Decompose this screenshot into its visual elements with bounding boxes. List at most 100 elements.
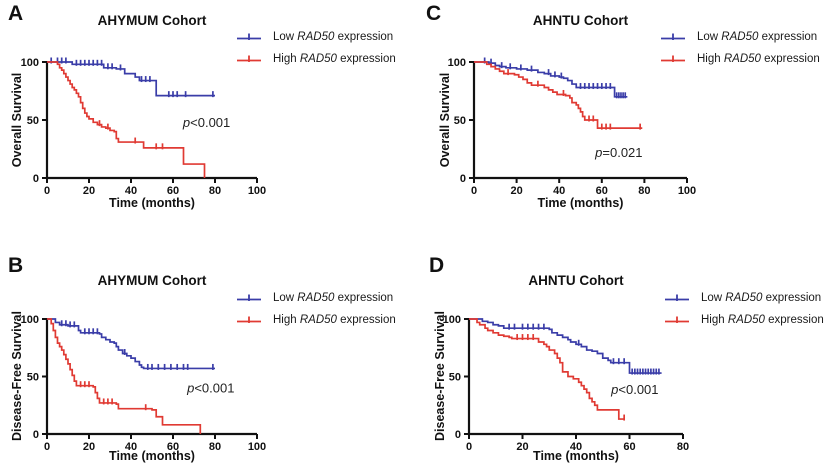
y-tick-label: 100 [21, 57, 39, 69]
x-tick-label: 80 [209, 441, 221, 453]
y-tick-label: 100 [21, 314, 39, 326]
x-tick-label: 100 [248, 185, 266, 197]
x-tick-label: 20 [516, 441, 528, 453]
legend-b: Low RAD50 expression High RAD50 expressi… [236, 287, 396, 331]
legend-item-high: High RAD50 expression [236, 48, 396, 70]
legend-d: Low RAD50 expression High RAD50 expressi… [664, 287, 824, 331]
km-plot-a: 0 20 40 60 80 100 0 50 100 p<0.001 [21, 57, 267, 197]
x-axis-label-c: Time (months) [537, 196, 624, 210]
y-tick-label: 50 [454, 115, 466, 127]
survival-curve [47, 318, 202, 434]
survival-curve [47, 318, 215, 370]
legend-item-high: High RAD50 expression [664, 309, 824, 331]
y-axis-label-d: Disease-Free Survival [433, 311, 447, 441]
p-value-label: p=0.021 [594, 145, 642, 160]
y-tick-label: 100 [443, 314, 461, 326]
x-tick-label: 0 [44, 185, 50, 197]
y-tick-label: 50 [27, 372, 39, 384]
panel-letter-c: C [426, 2, 442, 25]
panel-d: D AHNTU Cohort Low RAD50 expression High… [412, 237, 824, 475]
x-tick-label: 100 [248, 441, 266, 453]
legend-item-low: Low RAD50 expression [236, 287, 396, 309]
p-value-label: p<0.001 [610, 382, 658, 397]
survival-curve [47, 61, 215, 97]
x-tick-label: 60 [167, 185, 179, 197]
legend-item-low: Low RAD50 expression [660, 26, 820, 48]
legend-a: Low RAD50 expression High RAD50 expressi… [236, 26, 396, 70]
panel-a: A AHYMUM Cohort Low RAD50 expression Hig… [0, 0, 412, 238]
chart-title-b: AHYMUM Cohort [97, 273, 207, 288]
legend-label-high: High RAD50 expression [273, 53, 396, 65]
chart-title-c: AHNTU Cohort [532, 13, 629, 28]
km-plot-b: 0 20 40 60 80 100 0 50 100 p<0.001 [21, 314, 267, 453]
high-series-line-icon [237, 316, 261, 323]
x-tick-label: 20 [510, 185, 522, 197]
chart-title-d: AHNTU Cohort [528, 273, 624, 288]
legend-label-low: Low RAD50 expression [697, 31, 818, 43]
x-tick-label: 40 [570, 441, 582, 453]
legend-item-high: High RAD50 expression [660, 48, 820, 70]
km-plot-c: 0 20 40 60 80 100 0 50 100 p=0.021 [448, 57, 697, 197]
x-tick-label: 60 [623, 441, 635, 453]
legend-label-low: Low RAD50 expression [273, 292, 394, 304]
p-value-label: p<0.001 [186, 381, 234, 396]
x-axis-label-d: Time (months) [533, 449, 619, 463]
panel-letter-d: D [429, 254, 445, 277]
panel-letter-b: B [8, 254, 24, 277]
axes [472, 61, 687, 180]
survival-curve [474, 61, 628, 98]
x-tick-label: 80 [638, 185, 650, 197]
p-value-label: p<0.001 [182, 115, 230, 130]
low-series-line-icon [665, 294, 689, 301]
legend-label-low: Low RAD50 expression [273, 31, 394, 43]
x-axis-label-b: Time (months) [109, 449, 195, 463]
panel-b: B AHYMUM Cohort Low RAD50 expression Hig… [0, 237, 412, 475]
y-tick-label: 50 [27, 115, 39, 127]
x-tick-label: 60 [596, 185, 608, 197]
y-axis-label-a: Overall Survival [10, 72, 24, 168]
panel-letter-a: A [8, 2, 24, 25]
legend-c: Low RAD50 expression High RAD50 expressi… [660, 26, 820, 70]
survival-curve [469, 318, 625, 420]
survival-curve [469, 318, 662, 374]
survival-curve [474, 61, 643, 129]
axes [45, 318, 257, 436]
y-tick-label: 0 [460, 173, 466, 185]
x-tick-label: 0 [44, 441, 50, 453]
high-series-line-icon [665, 316, 689, 323]
low-series-line-icon [237, 33, 261, 40]
y-axis-label-b: Disease-Free Survival [10, 311, 24, 441]
panel-c: C AHNTU Cohort Low RAD50 expression High… [412, 0, 824, 238]
y-tick-label: 100 [448, 57, 466, 69]
y-tick-label: 0 [33, 429, 39, 441]
x-tick-label: 20 [83, 185, 95, 197]
x-axis-label-a: Time (months) [109, 196, 195, 210]
survival-curve [47, 61, 206, 178]
legend-item-low: Low RAD50 expression [664, 287, 824, 309]
x-tick-label: 20 [83, 441, 95, 453]
y-tick-label: 0 [33, 173, 39, 185]
y-axis-label-c: Overall Survival [438, 72, 452, 168]
x-tick-label: 100 [678, 185, 696, 197]
y-tick-label: 50 [449, 372, 461, 384]
x-tick-label: 40 [125, 441, 137, 453]
x-tick-label: 40 [553, 185, 565, 197]
x-tick-label: 0 [471, 185, 477, 197]
legend-label-low: Low RAD50 expression [701, 292, 822, 304]
chart-title-a: AHYMUM Cohort [97, 13, 207, 28]
legend-label-high: High RAD50 expression [697, 53, 820, 65]
low-series-line-icon [237, 294, 261, 301]
x-tick-label: 60 [167, 441, 179, 453]
high-series-line-icon [661, 55, 685, 62]
x-tick-label: 40 [125, 185, 137, 197]
low-series-line-icon [661, 33, 685, 40]
legend-label-high: High RAD50 expression [701, 314, 824, 326]
km-plot-d: 0 20 40 60 80 0 50 100 p<0.001 [443, 314, 689, 453]
x-tick-label: 0 [466, 441, 472, 453]
x-tick-label: 80 [209, 185, 221, 197]
legend-item-low: Low RAD50 expression [236, 26, 396, 48]
high-series-line-icon [237, 55, 261, 62]
y-tick-label: 0 [455, 429, 461, 441]
x-tick-label: 80 [677, 441, 689, 453]
